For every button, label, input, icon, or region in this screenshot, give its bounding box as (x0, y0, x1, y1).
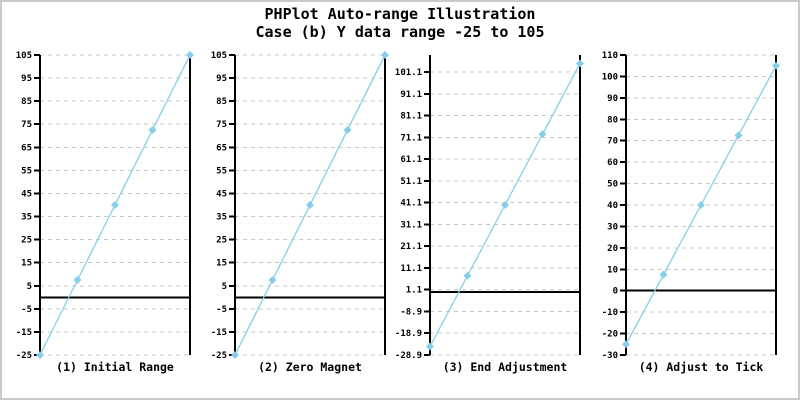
y-tick-label: -5 (216, 305, 227, 315)
data-point-marker (36, 351, 44, 359)
y-tick-label: 110 (602, 51, 618, 61)
panel-title-3: (3) End Adjustment (442, 360, 568, 374)
data-point-marker (111, 201, 119, 209)
y-tick-label: 20 (607, 244, 618, 254)
y-tick-label: -15 (211, 328, 227, 338)
y-tick-label: 85 (216, 97, 227, 107)
data-point-marker (697, 201, 705, 209)
data-point-marker (148, 126, 157, 134)
y-tick-label: 70 (607, 137, 618, 147)
y-tick-label: 90 (607, 94, 618, 104)
y-tick-label: -8.9 (400, 307, 422, 317)
y-tick-label: 21.1 (400, 242, 422, 252)
y-tick-label: 15 (216, 259, 227, 269)
data-point-marker (186, 51, 194, 59)
y-tick-label: 81.1 (400, 112, 422, 122)
y-tick-label: 50 (607, 180, 618, 190)
y-tick-label: 75 (21, 120, 32, 130)
y-tick-label: -25 (211, 351, 227, 361)
y-tick-label: 45 (216, 189, 227, 199)
panel-title-2: (2) Zero Magnet (258, 360, 362, 374)
panel-title-1: (1) Initial Range (56, 360, 174, 374)
data-point-marker (381, 51, 389, 59)
data-point-marker (73, 276, 82, 284)
data-point-marker (268, 276, 277, 284)
data-point-marker (463, 271, 472, 280)
y-tick-label: 25 (21, 236, 32, 246)
y-tick-label: 31.1 (400, 220, 422, 230)
y-tick-label: 80 (607, 115, 618, 125)
y-tick-label: 1.1 (406, 286, 422, 296)
y-tick-label: 85 (21, 97, 32, 107)
y-tick-label: 55 (216, 166, 227, 176)
data-point-marker (343, 126, 352, 134)
y-tick-label: 101.1 (395, 68, 422, 78)
y-tick-label: -20 (602, 330, 618, 340)
y-tick-label: 35 (216, 213, 227, 223)
y-tick-label: 40 (607, 201, 618, 211)
y-tick-label: 11.1 (400, 264, 422, 274)
data-point-marker (576, 59, 584, 68)
y-tick-label: 41.1 (400, 199, 422, 209)
y-tick-label: 35 (21, 213, 32, 223)
y-tick-label: -15 (16, 328, 32, 338)
y-tick-label: 95 (21, 74, 32, 84)
chart-title: PHPlot Auto-range Illustration (264, 5, 536, 23)
data-point-marker (426, 342, 434, 351)
y-tick-label: -10 (602, 308, 618, 318)
y-tick-label: -28.9 (395, 351, 422, 361)
y-tick-label: 0 (613, 287, 618, 297)
y-tick-label: -18.9 (395, 329, 422, 339)
y-tick-label: 65 (216, 143, 227, 153)
y-tick-label: 5 (27, 282, 32, 292)
y-tick-label: 61.1 (400, 155, 422, 165)
y-tick-label: -5 (21, 305, 32, 315)
y-tick-label: 91.1 (400, 90, 422, 100)
data-point-marker (659, 270, 668, 279)
y-tick-label: 100 (602, 72, 618, 82)
data-point-marker (538, 130, 547, 139)
y-tick-label: 60 (607, 158, 618, 168)
y-tick-label: 51.1 (400, 177, 422, 187)
data-point-marker (622, 340, 630, 349)
chart-subtitle: Case (b) Y data range -25 to 105 (255, 23, 545, 41)
y-tick-label: 30 (607, 222, 618, 232)
y-tick-label: 5 (222, 282, 227, 292)
y-tick-label: 105 (211, 51, 227, 61)
y-tick-label: 105 (16, 51, 32, 61)
y-tick-label: 65 (21, 143, 32, 153)
y-tick-label: 55 (21, 166, 32, 176)
data-point-marker (306, 201, 314, 209)
data-point-marker (231, 351, 239, 359)
y-tick-label: 25 (216, 236, 227, 246)
y-tick-label: 71.1 (400, 133, 422, 143)
y-tick-label: -30 (602, 351, 618, 361)
y-tick-label: 10 (607, 265, 618, 275)
panel-title-4: (4) Adjust to Tick (638, 360, 764, 374)
y-tick-label: 75 (216, 120, 227, 130)
data-point-marker (734, 131, 743, 140)
y-tick-label: 95 (216, 74, 227, 84)
data-point-marker (772, 61, 780, 70)
data-point-marker (501, 201, 509, 209)
y-tick-label: -25 (16, 351, 32, 361)
y-tick-label: 15 (21, 259, 32, 269)
y-tick-label: 45 (21, 189, 32, 199)
